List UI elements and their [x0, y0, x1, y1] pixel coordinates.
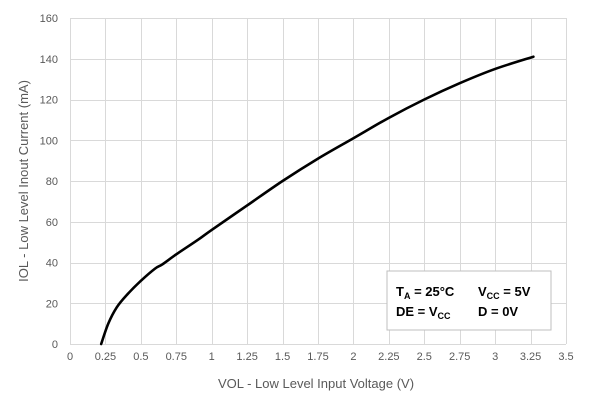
y-tick-label: 80	[46, 176, 58, 188]
y-tick-label: 120	[40, 95, 58, 107]
y-tick-label: 20	[46, 298, 58, 310]
x-tick-label: 1.25	[236, 351, 257, 363]
x-axis-title: VOL - Low Level Input Voltage (V)	[218, 376, 414, 391]
x-tick-label: 1	[209, 351, 215, 363]
x-tick-label: 2	[350, 351, 356, 363]
x-tick-label: 1.5	[275, 351, 290, 363]
x-tick-label: 2.5	[417, 351, 432, 363]
x-tick-label: 0.75	[166, 351, 187, 363]
condition-d: D = 0V	[478, 304, 518, 319]
x-tick-label: 2.25	[378, 351, 399, 363]
x-tick-label: 0.5	[133, 351, 148, 363]
y-tick-label: 40	[46, 258, 58, 270]
x-tick-label: 0	[67, 351, 73, 363]
x-tick-label: 1.75	[307, 351, 328, 363]
condition-de: DE = VCC	[396, 304, 451, 321]
y-tick-label: 0	[52, 339, 58, 351]
tick-labels: 0 0.25 0.5 0.75 1 1.25 1.5 1.75 2 2.25 2.5 2.75 3 3.2…	[40, 13, 574, 363]
y-tick-label: 100	[40, 135, 58, 147]
x-tick-label: 2.75	[449, 351, 470, 363]
conditions-box-frame	[386, 270, 552, 331]
x-tick-label: 3.25	[520, 351, 541, 363]
x-tick-label: 0.25	[95, 351, 116, 363]
x-tick-label: 3	[492, 351, 498, 363]
y-axis-title: IOL - Low Level Inout Current (mA)	[16, 80, 31, 282]
x-tick-label: 3.5	[558, 351, 573, 363]
y-tick-label: 60	[46, 217, 58, 229]
condition-temperature: TA = 25°C	[396, 284, 455, 301]
series-line	[99, 55, 535, 346]
y-tick-label: 160	[40, 13, 58, 25]
y-tick-label: 140	[40, 54, 58, 66]
conditions-box: TA = 25°C VCC = 5V DE = VCC D = 0V	[386, 270, 552, 331]
condition-vcc: VCC = 5V	[478, 284, 531, 301]
